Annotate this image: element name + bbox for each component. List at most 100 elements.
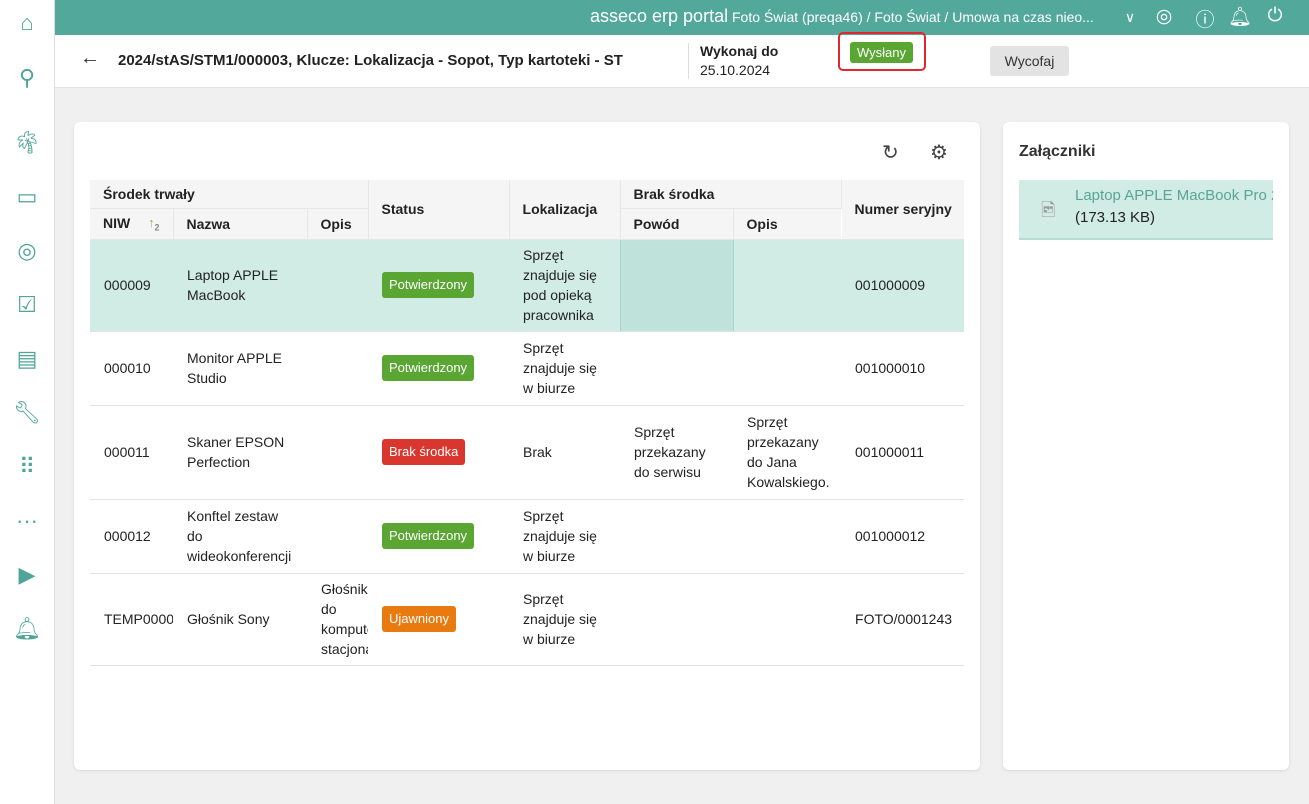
cell-serial-text: 001000011 (855, 444, 925, 460)
cell-reason (619, 239, 734, 332)
status-badge: Potwierdzony (382, 355, 475, 381)
cell-serial: 001000012 (841, 499, 965, 574)
cell-niw-text: 000009 (104, 277, 151, 293)
cell-reason: Sprzęt przekazany do serwisu (620, 405, 734, 500)
cell-reason (620, 499, 734, 574)
cell-status: Potwierdzony (368, 239, 510, 332)
cell-serial-text: 001000010 (855, 360, 926, 376)
cell-niw: 000010 (90, 331, 173, 406)
cell-niw-text: 000011 (104, 444, 150, 460)
cell-status: Potwierdzony (368, 331, 510, 406)
palm-tree-icon[interactable]: 🌴︎ (13, 130, 41, 155)
cell-niw: TEMP0000 (90, 573, 173, 666)
sidebar: ⌂ ⚲ 🌴︎ ▭ ◎ ☑ ▤ 🔧︎ ⠿ ··· ▶ 🔔︎ (0, 0, 55, 804)
topbar: asseco erp portal Foto Świat (preqa46) /… (55, 0, 1309, 35)
cell-missing-desc: Sprzęt przekazany do Jana Kowalskiego. (733, 405, 842, 500)
home-icon[interactable]: ⌂ (20, 10, 34, 35)
status-badge: Brak środka (382, 439, 466, 465)
table-row[interactable]: 000010 Monitor APPLE Studio Potwierdzony Sp… (90, 331, 965, 406)
cell-serial-text: 001000012 (855, 528, 926, 544)
cell-name: Monitor APPLE Studio (173, 331, 307, 406)
cell-missing-desc (733, 499, 842, 574)
col-niw[interactable]: NIW ↑2 (90, 208, 174, 240)
cell-serial: 001000009 (841, 239, 965, 332)
cell-desc-text: Głośnik do komputera stacjonarnego (321, 581, 368, 657)
wallet-icon[interactable]: ▭ (16, 184, 38, 209)
cell-niw: 000009 (90, 239, 173, 332)
cell-location: Brak (509, 405, 621, 500)
cell-status: Ujawniony (368, 573, 510, 666)
refresh-icon[interactable]: ↻ (882, 142, 899, 164)
cell-desc (307, 405, 369, 500)
cell-reason (620, 573, 734, 666)
cell-reason-text: Sprzęt przekazany do serwisu (634, 424, 706, 480)
due-value: 25.10.2024 (700, 62, 771, 78)
cell-missing-desc (733, 239, 842, 332)
cell-status: Potwierdzony (368, 499, 510, 574)
cell-niw-text: 000012 (104, 528, 151, 544)
cell-missing-desc (733, 331, 842, 406)
col-missing-desc[interactable]: Opis (733, 208, 842, 240)
cell-name-text: Monitor APPLE Studio (187, 350, 282, 386)
table-row[interactable]: 000009 Laptop APPLE MacBook Potwierdzony Sp… (90, 239, 965, 332)
status-badge: Potwierdzony (382, 523, 475, 549)
search-icon[interactable]: ⚲ (18, 65, 36, 90)
cell-location-text: Sprzęt znajduje się pod opieką pracownik… (523, 247, 597, 323)
cell-name-text: Skaner EPSON Perfection (187, 434, 285, 470)
wrench-icon[interactable]: 🔧︎ (13, 400, 41, 425)
col-desc[interactable]: Opis (307, 208, 369, 240)
cell-serial: 001000010 (841, 331, 965, 406)
cell-name-text: Laptop APPLE MacBook (187, 267, 279, 303)
cell-reason (620, 331, 734, 406)
cell-location-text: Sprzęt znajduje się w biurze (523, 340, 597, 396)
table-row[interactable]: 000012 Konftel zestaw do wideokonferencji… (90, 499, 965, 574)
image-file-icon: 🖻︎ (1041, 200, 1056, 220)
cell-location: Sprzęt znajduje się w biurze (509, 499, 621, 574)
bell-icon[interactable]: 🔔︎ (13, 616, 41, 641)
user-icon[interactable]: ◎ (17, 238, 37, 263)
attachment-size: (173.13 KB) (1075, 209, 1156, 226)
cell-location-text: Sprzęt znajduje się w biurze (523, 508, 597, 564)
cell-location: Sprzęt znajduje się w biurze (509, 331, 621, 406)
apps-icon[interactable]: ⠿ (18, 454, 36, 479)
sort-asc-icon: ↑2 (147, 214, 160, 233)
cell-name: Głośnik Sony (173, 573, 307, 666)
cell-desc (307, 331, 369, 406)
more-icon[interactable]: ··· (16, 508, 38, 533)
attachment-item[interactable]: 🖻︎ Laptop APPLE MacBook Pro 2024 (173.13… (1019, 180, 1273, 240)
document-header: ← 2024/stAS/STM1/000003, Klucze: Lokaliz… (55, 32, 1309, 88)
status-badge: Potwierdzony (382, 272, 475, 298)
status-highlight (838, 32, 926, 71)
context-selector[interactable]: Foto Świat (preqa46) / Foto Świat / Umow… (732, 9, 1094, 25)
cell-serial: FOTO/0001243 (841, 573, 965, 666)
withdraw-button[interactable]: Wycofaj (990, 46, 1069, 76)
col-name[interactable]: Nazwa (173, 208, 308, 240)
group-header-missing: Brak środka (620, 180, 842, 209)
cell-name: Skaner EPSON Perfection (173, 405, 307, 500)
cell-name: Laptop APPLE MacBook (173, 239, 307, 332)
cell-name-text: Głośnik Sony (187, 611, 270, 627)
table-row[interactable]: TEMP0000 Głośnik Sony Głośnik do komputera… (90, 573, 965, 666)
chevron-down-icon[interactable]: ∨ (1124, 9, 1136, 25)
presentation-icon[interactable]: ▶ (18, 562, 36, 587)
power-icon[interactable]: ⏻ (1267, 5, 1283, 26)
col-reason[interactable]: Powód (620, 208, 734, 240)
table-row[interactable]: 000011 Skaner EPSON Perfection Brak środka… (90, 405, 965, 500)
col-status[interactable]: Status (368, 180, 510, 240)
divider (688, 43, 689, 79)
inbox-icon[interactable]: ▤ (16, 346, 38, 371)
tasks-icon[interactable]: ☑ (17, 292, 37, 317)
back-arrow-icon[interactable]: ← (80, 47, 100, 69)
cell-niw-text: 000010 (104, 360, 151, 376)
user-icon[interactable]: ◎ (1155, 6, 1173, 27)
cell-serial-text: 001000009 (855, 277, 926, 293)
attachment-name[interactable]: Laptop APPLE MacBook Pro 2024 (1075, 187, 1273, 204)
bell-icon[interactable]: 🔔︎ (1228, 7, 1253, 28)
help-icon[interactable]: ⓘ (1195, 10, 1215, 31)
settings-gear-icon[interactable]: ⚙ (930, 142, 948, 164)
cell-niw-text: TEMP0000 (104, 611, 173, 627)
due-label: Wykonaj do (700, 43, 779, 59)
col-serial[interactable]: Numer seryjny (841, 180, 965, 240)
col-location[interactable]: Lokalizacja (509, 180, 621, 240)
assets-panel: ↻ ⚙ Środek trwały Status Lokalizacja Bra… (74, 122, 980, 770)
